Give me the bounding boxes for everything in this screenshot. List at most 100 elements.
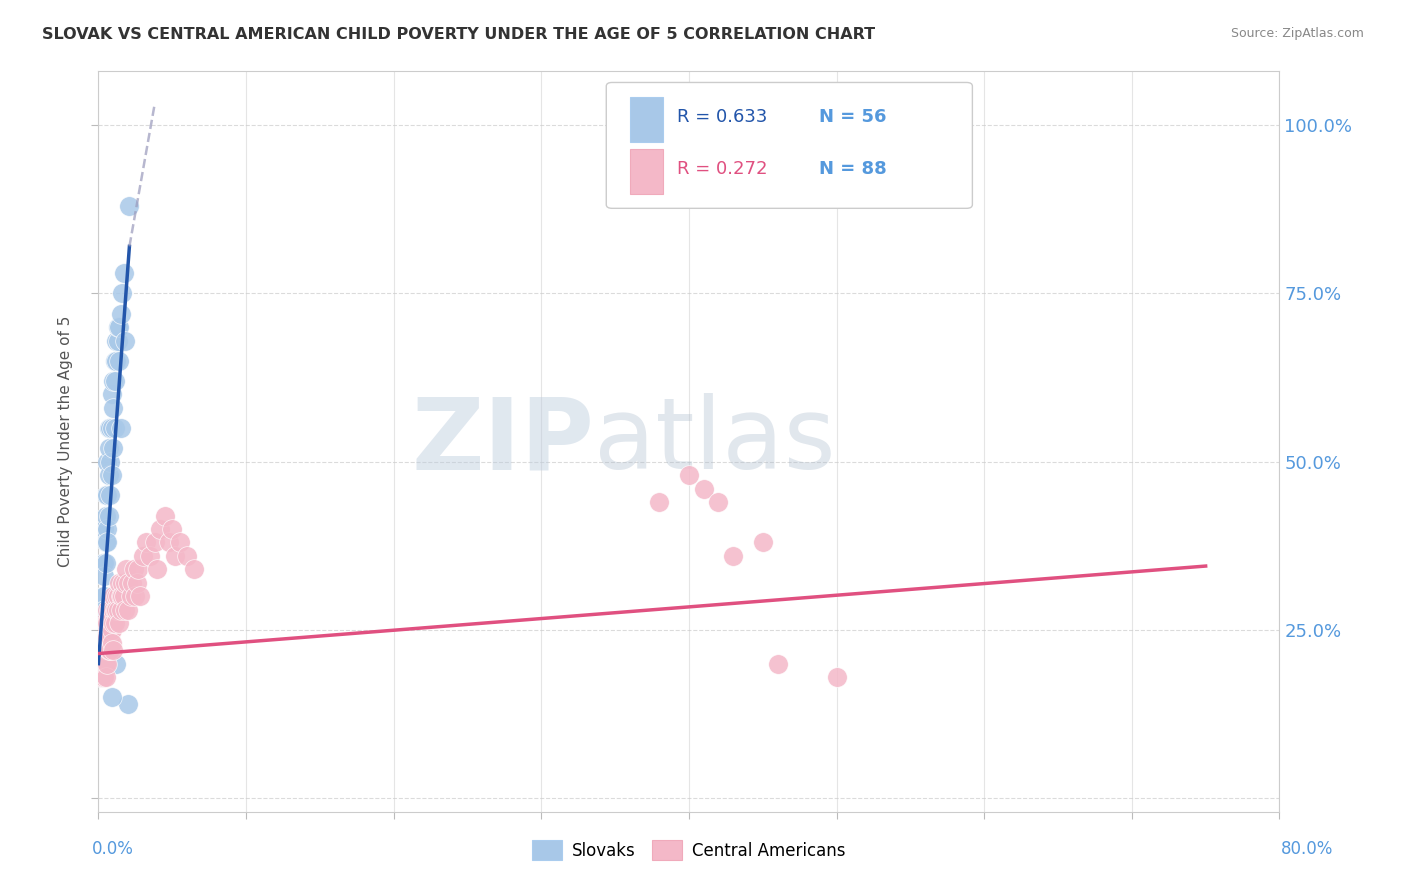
Point [96, 535, 118, 549]
Point [105, 657, 128, 671]
Point [107, 320, 129, 334]
Point [100, 623, 122, 637]
Point [93, 556, 115, 570]
Point [98, 616, 121, 631]
Point [110, 590, 132, 604]
Point [128, 590, 150, 604]
Point [114, 603, 136, 617]
Point [98, 421, 121, 435]
Point [104, 603, 127, 617]
Legend: Slovaks, Central Americans: Slovaks, Central Americans [526, 834, 852, 866]
Point [98, 630, 121, 644]
Point [93, 643, 115, 657]
Point [104, 616, 127, 631]
Point [96, 616, 118, 631]
Point [112, 266, 135, 280]
Point [91, 657, 114, 671]
Point [89, 670, 111, 684]
Point [96, 455, 118, 469]
Point [97, 603, 120, 617]
Point [94, 508, 117, 523]
Point [111, 575, 134, 590]
Point [104, 353, 127, 368]
Point [100, 468, 122, 483]
Point [693, 482, 716, 496]
Point [127, 562, 149, 576]
Point [110, 421, 132, 435]
Point [752, 535, 775, 549]
Point [96, 603, 118, 617]
FancyBboxPatch shape [606, 82, 973, 209]
Point [90, 643, 112, 657]
Point [723, 549, 745, 563]
Point [98, 643, 121, 657]
Point [100, 387, 122, 401]
Point [165, 549, 187, 563]
Point [91, 623, 114, 637]
Point [96, 630, 118, 644]
Point [91, 616, 114, 631]
Bar [630, 149, 664, 194]
Point [107, 334, 129, 348]
Bar [630, 97, 664, 142]
Point [103, 603, 125, 617]
Point [105, 603, 128, 617]
Point [766, 657, 789, 671]
Point [91, 636, 114, 650]
Point [825, 670, 848, 684]
Point [97, 643, 120, 657]
Point [91, 643, 114, 657]
Point [103, 616, 125, 631]
Point [97, 468, 120, 483]
Point [107, 603, 129, 617]
Point [97, 623, 120, 637]
Point [117, 697, 139, 711]
Point [707, 495, 730, 509]
Text: R = 0.633: R = 0.633 [678, 108, 768, 127]
Point [94, 535, 117, 549]
Point [93, 630, 115, 644]
Point [94, 630, 117, 644]
Point [103, 643, 125, 657]
Point [91, 556, 114, 570]
Point [98, 455, 121, 469]
Point [169, 535, 191, 549]
Point [93, 670, 115, 684]
Point [93, 603, 115, 617]
Point [97, 442, 120, 456]
Point [124, 590, 146, 604]
Point [94, 488, 117, 502]
Point [89, 657, 111, 671]
Point [98, 488, 121, 502]
Point [100, 609, 122, 624]
Point [114, 575, 136, 590]
Y-axis label: Child Poverty Under the Age of 5: Child Poverty Under the Age of 5 [58, 316, 73, 567]
Point [678, 468, 700, 483]
Point [90, 630, 112, 644]
Point [100, 690, 122, 705]
Text: ZIP: ZIP [412, 393, 595, 490]
Point [162, 522, 183, 536]
Point [105, 590, 128, 604]
Point [122, 562, 145, 576]
Point [111, 286, 134, 301]
Point [108, 353, 131, 368]
Point [105, 334, 128, 348]
Text: N = 88: N = 88 [818, 160, 887, 178]
Point [100, 636, 122, 650]
Point [90, 670, 112, 684]
Point [125, 575, 148, 590]
Point [104, 374, 127, 388]
Point [135, 535, 157, 549]
Point [94, 616, 117, 631]
Point [117, 603, 139, 617]
Point [91, 643, 114, 657]
Point [93, 657, 115, 671]
Point [89, 643, 111, 657]
Point [90, 623, 112, 637]
Point [96, 522, 118, 536]
Point [96, 488, 118, 502]
Point [108, 616, 131, 631]
Point [89, 643, 111, 657]
Point [94, 670, 117, 684]
